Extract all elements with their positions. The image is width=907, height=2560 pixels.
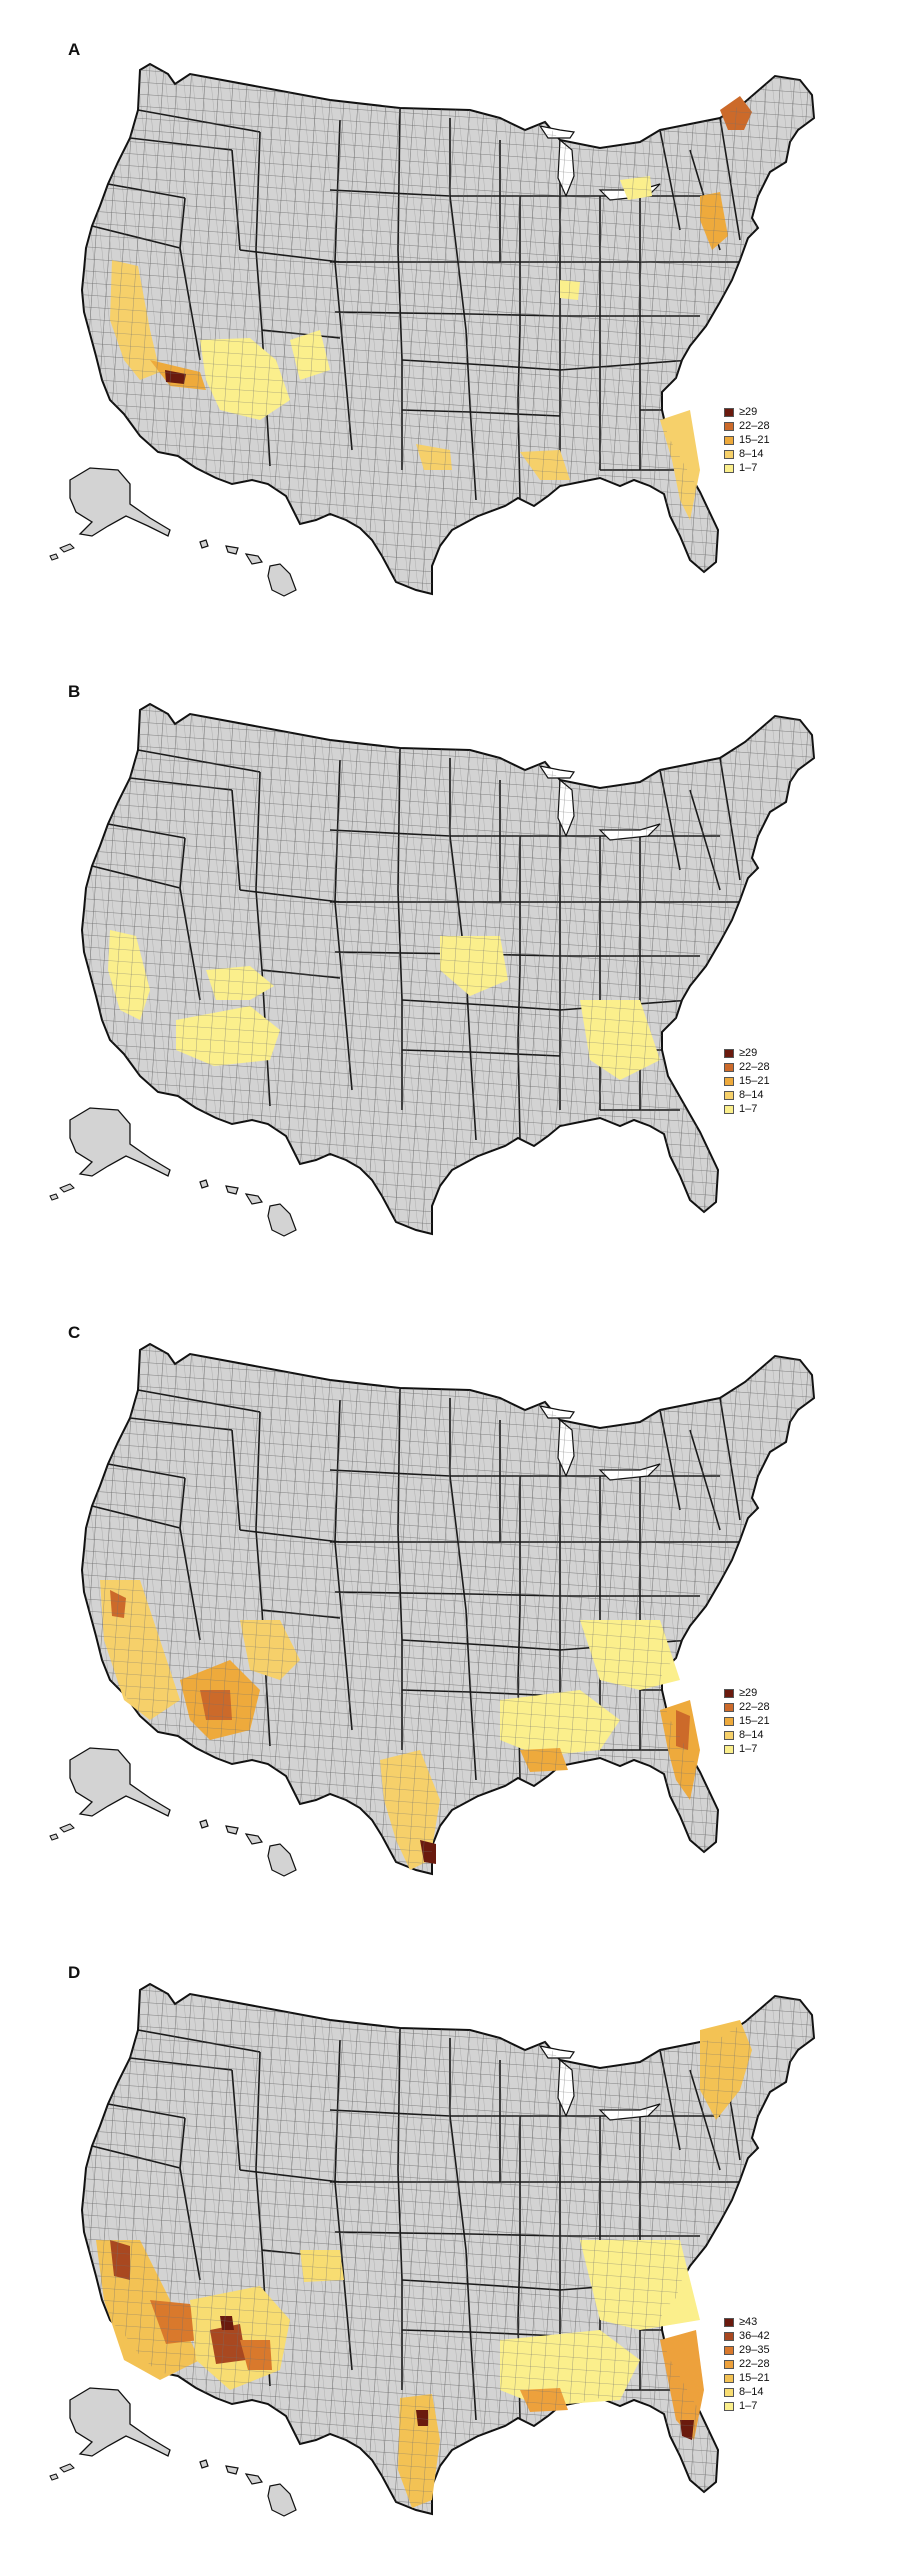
panel-a: A ≥29 22–28 15–21 8–14 1–7 <box>0 0 907 640</box>
legend-item: 15–21 <box>724 2371 770 2385</box>
legend-label: 1–7 <box>739 1743 758 1755</box>
legend-swatch <box>724 1048 734 1058</box>
legend-label: ≥29 <box>739 1047 758 1059</box>
legend-label: ≥43 <box>739 2316 758 2328</box>
panel-label: A <box>68 40 81 59</box>
legend-swatch <box>724 449 734 459</box>
legend-item: 36–42 <box>724 2329 770 2343</box>
legend-item: 15–21 <box>724 1714 770 1728</box>
panel-b: B ≥29 22–28 15–21 8–14 1–7 <box>0 640 907 1280</box>
legend-swatch <box>724 1104 734 1114</box>
legend-swatch <box>724 435 734 445</box>
legend-label: 1–7 <box>739 462 758 474</box>
legend-swatch <box>724 1716 734 1726</box>
legend-swatch <box>724 407 734 417</box>
legend-label: 15–21 <box>739 1715 770 1727</box>
legend-label: 22–28 <box>739 420 770 432</box>
legend-item: 1–7 <box>724 2399 770 2413</box>
legend-item: 8–14 <box>724 447 770 461</box>
us-county-map <box>0 1280 907 1920</box>
legend-swatch <box>724 1702 734 1712</box>
legend-label: 36–42 <box>739 2330 770 2342</box>
panel-label: C <box>68 1323 81 1342</box>
map-legend: ≥29 22–28 15–21 8–14 1–7 <box>724 1046 770 1116</box>
legend-swatch <box>724 2373 734 2383</box>
us-county-map <box>0 640 907 1280</box>
legend-label: 8–14 <box>739 1729 764 1741</box>
legend-item: 1–7 <box>724 1102 770 1116</box>
legend-item: 15–21 <box>724 1074 770 1088</box>
legend-label: 22–28 <box>739 1061 770 1073</box>
panel-d: D ≥43 36–42 29–35 22–28 15–21 8–14 1–7 <box>0 1920 907 2560</box>
legend-label: 1–7 <box>739 1103 758 1115</box>
map-legend: ≥29 22–28 15–21 8–14 1–7 <box>724 405 770 475</box>
legend-swatch <box>724 2387 734 2397</box>
legend-label: 29–35 <box>739 2344 770 2356</box>
legend-label: 1–7 <box>739 2400 758 2412</box>
us-county-map <box>0 1920 907 2560</box>
legend-swatch <box>724 1688 734 1698</box>
legend-label: 8–14 <box>739 448 764 460</box>
legend-swatch <box>724 1062 734 1072</box>
legend-label: 22–28 <box>739 1701 770 1713</box>
legend-item: 22–28 <box>724 2357 770 2371</box>
legend-label: 8–14 <box>739 2386 764 2398</box>
legend-label: 22–28 <box>739 2358 770 2370</box>
legend-swatch <box>724 1076 734 1086</box>
panel-label: D <box>68 1963 81 1982</box>
legend-item: 22–28 <box>724 1700 770 1714</box>
legend-item: ≥29 <box>724 1686 770 1700</box>
legend-label: 15–21 <box>739 434 770 446</box>
legend-item: ≥29 <box>724 405 770 419</box>
legend-swatch <box>724 1090 734 1100</box>
legend-swatch <box>724 1730 734 1740</box>
legend-item: 8–14 <box>724 1088 770 1102</box>
legend-label: 15–21 <box>739 1075 770 1087</box>
legend-swatch <box>724 2345 734 2355</box>
legend-item: 15–21 <box>724 433 770 447</box>
legend-swatch <box>724 2401 734 2411</box>
legend-label: 15–21 <box>739 2372 770 2384</box>
map-legend: ≥43 36–42 29–35 22–28 15–21 8–14 1–7 <box>724 2315 770 2413</box>
panel-label: B <box>68 682 81 701</box>
legend-label: 8–14 <box>739 1089 764 1101</box>
legend-item: 1–7 <box>724 1742 770 1756</box>
legend-swatch <box>724 421 734 431</box>
panel-c: C ≥29 22–28 15–21 8–14 1–7 <box>0 1280 907 1920</box>
legend-item: 1–7 <box>724 461 770 475</box>
legend-label: ≥29 <box>739 1687 758 1699</box>
county-overlay <box>82 704 814 1234</box>
legend-swatch <box>724 1744 734 1754</box>
legend-swatch <box>724 2331 734 2341</box>
legend-item: 8–14 <box>724 1728 770 1742</box>
legend-label: ≥29 <box>739 406 758 418</box>
legend-item: 8–14 <box>724 2385 770 2399</box>
county-overlay <box>82 1984 814 2514</box>
legend-item: 29–35 <box>724 2343 770 2357</box>
legend-item: ≥29 <box>724 1046 770 1060</box>
legend-item: 22–28 <box>724 419 770 433</box>
legend-swatch <box>724 2317 734 2327</box>
us-county-map <box>0 0 907 640</box>
legend-item: 22–28 <box>724 1060 770 1074</box>
county-overlay <box>82 64 814 594</box>
legend-swatch <box>724 2359 734 2369</box>
legend-item: ≥43 <box>724 2315 770 2329</box>
map-legend: ≥29 22–28 15–21 8–14 1–7 <box>724 1686 770 1756</box>
legend-swatch <box>724 463 734 473</box>
county-overlay <box>82 1344 814 1874</box>
